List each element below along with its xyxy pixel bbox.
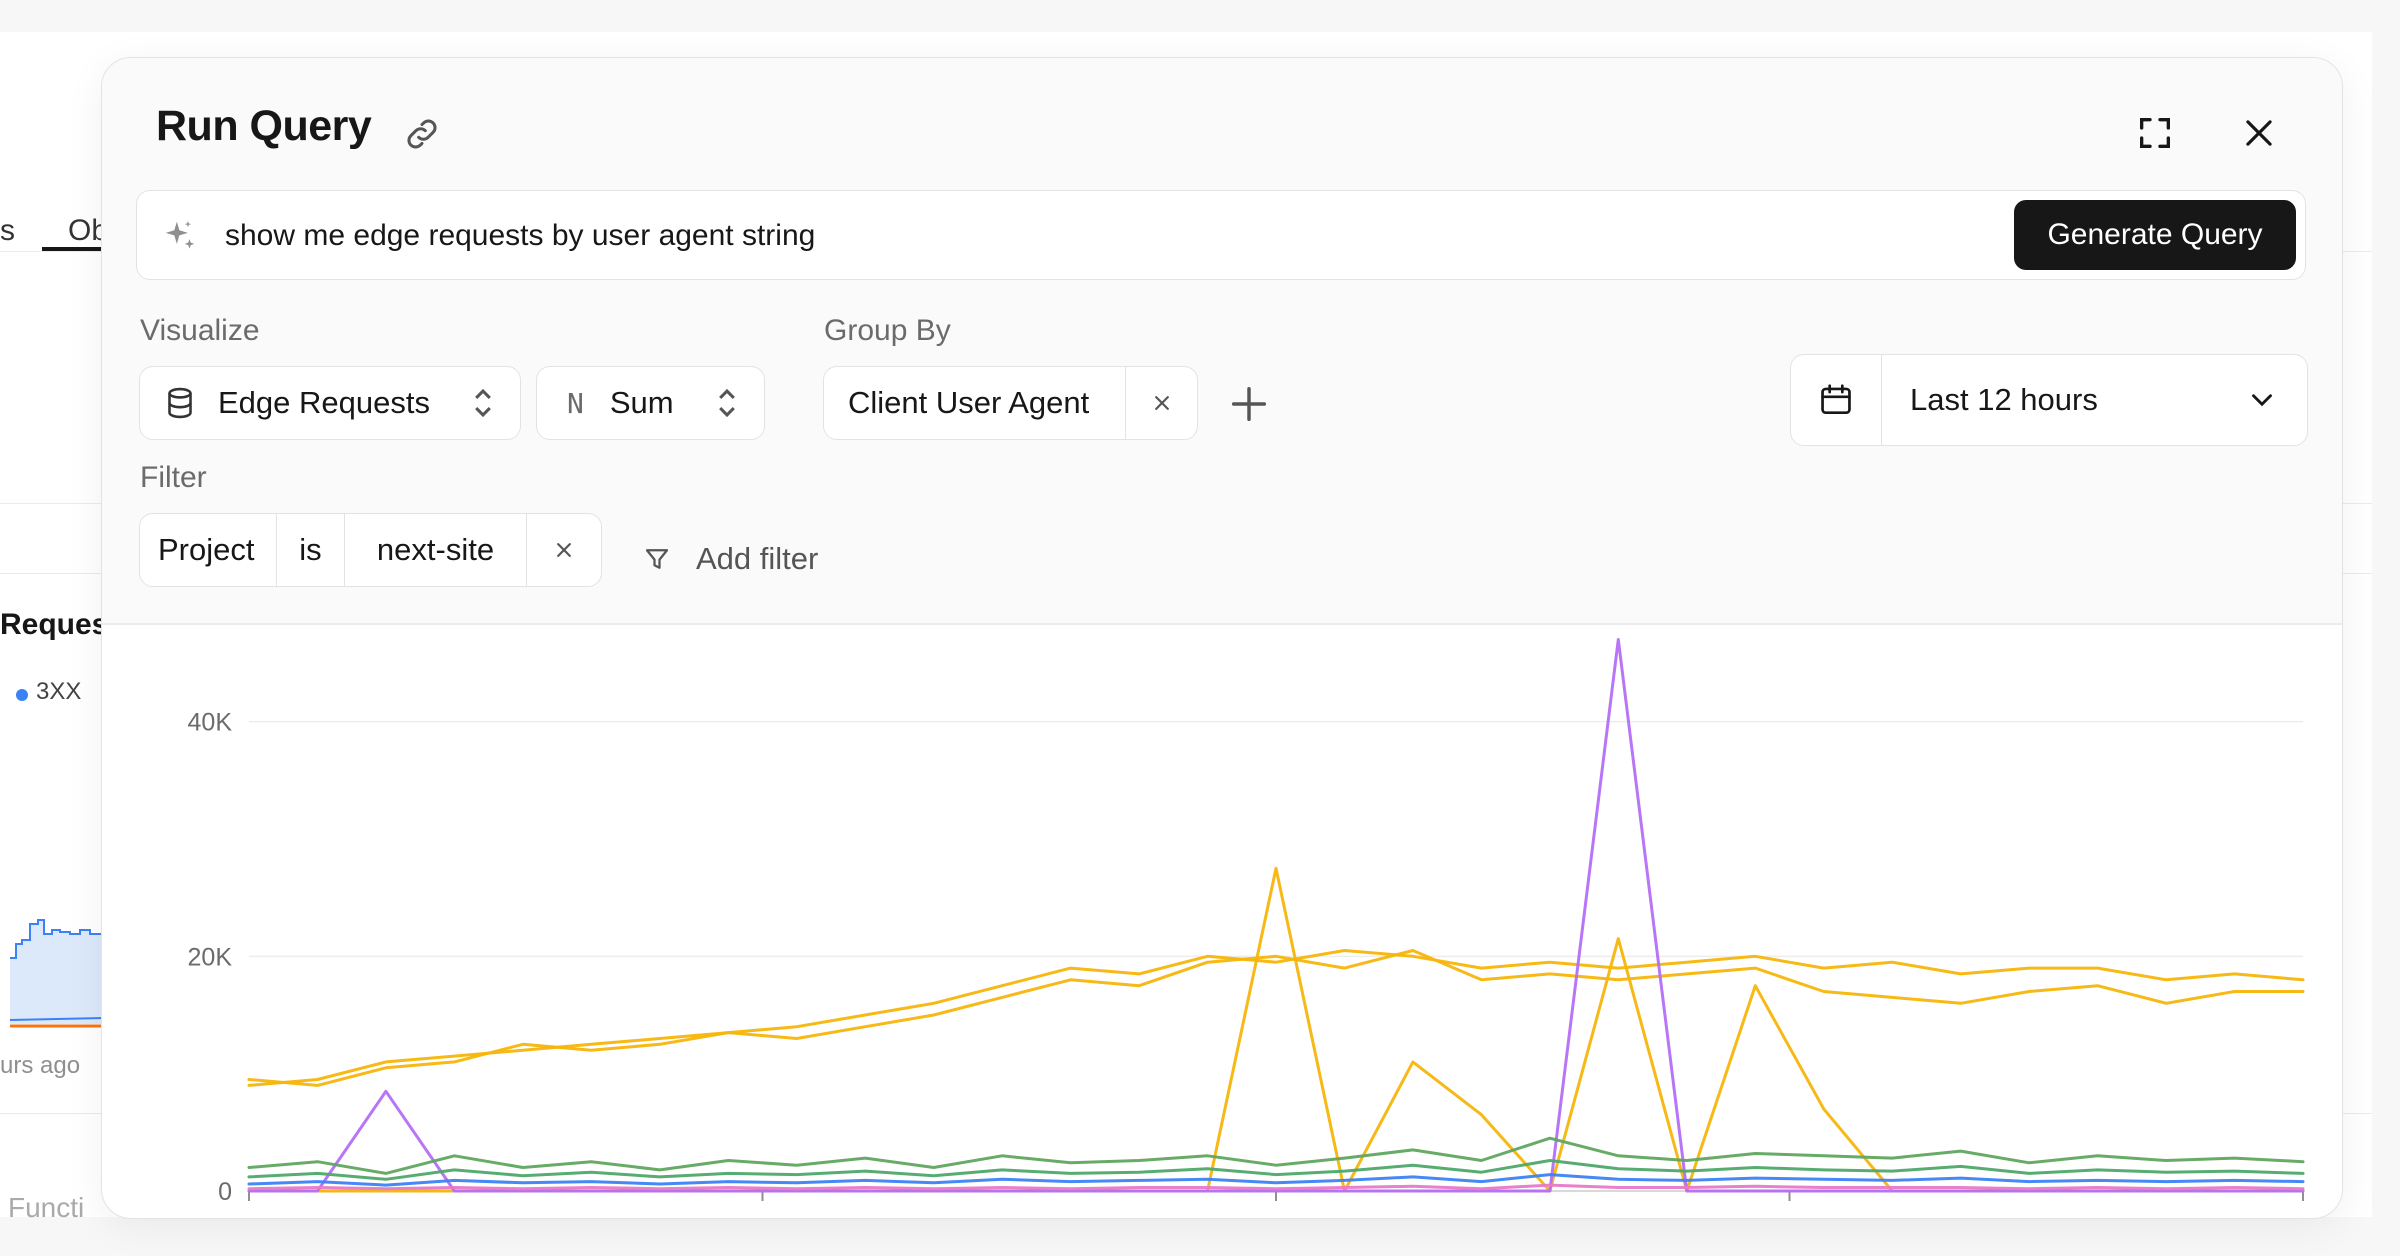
series-line-4 (247, 638, 2305, 1193)
time-range-value: Last 12 hours (1910, 382, 2098, 417)
group-by-value[interactable]: Client User Agent (848, 385, 1090, 420)
copy-link-icon[interactable] (398, 110, 446, 158)
bg-legend-label: 3XX (36, 678, 82, 705)
group-by-chip: Client User Agent (823, 366, 1198, 440)
bg-legend-dot (16, 689, 28, 701)
add-filter-button[interactable]: Add filter (642, 531, 818, 587)
close-icon[interactable] (2234, 108, 2284, 158)
visualize-label: Visualize (140, 314, 260, 347)
sparkle-icon (165, 220, 195, 249)
chevron-down-icon (2252, 394, 2272, 407)
chevron-updown-icon (719, 388, 735, 418)
calendar-button[interactable] (1791, 355, 1881, 445)
x-tick-label: 6 hours ago (1210, 1215, 1342, 1218)
remove-group-by-button[interactable] (1125, 367, 1197, 439)
series-line-8 (247, 1183, 2305, 1191)
bg-axis-label: urs ago (0, 1052, 81, 1079)
filter-icon (645, 549, 669, 569)
y-tick-label: 40K (188, 709, 233, 737)
series-line-3 (247, 866, 2305, 1193)
fullscreen-icon[interactable] (2130, 108, 2180, 158)
bg-tab-1[interactable]: s (0, 214, 15, 247)
filter-field[interactable]: Project (158, 532, 255, 567)
run-query-modal: Run Query Generate Query Visualize (101, 57, 2343, 1219)
filter-operator[interactable]: is (276, 514, 344, 586)
chevron-updown-icon (475, 388, 491, 418)
time-range-value-wrap: Last 12 hours (1881, 355, 2307, 445)
group-by-label: Group By (824, 314, 951, 347)
ai-prompt-bar: Generate Query (136, 190, 2306, 280)
number-type-icon: N (567, 386, 584, 420)
bg-tab-active-indicator (42, 247, 106, 251)
series-line-6 (247, 1159, 2305, 1181)
remove-filter-button[interactable] (526, 514, 601, 586)
prompt-input[interactable] (223, 213, 1927, 259)
bg-card-title: Request (0, 608, 119, 641)
series-line-7 (247, 1173, 2305, 1187)
y-tick-label: 20K (188, 943, 233, 971)
bg-mini-chart (9, 919, 104, 1028)
x-tick-label: 9 hours ago (696, 1215, 828, 1218)
aggregation-select[interactable]: N Sum (536, 366, 765, 440)
database-icon (168, 387, 192, 419)
filter-label: Filter (140, 461, 207, 494)
series-line-1 (247, 949, 2305, 1087)
add-filter-label: Add filter (696, 541, 819, 576)
filter-chip: Project is next-site (139, 513, 602, 587)
bg-section-label: Functi (8, 1192, 85, 1223)
aggregation-value: Sum (609, 385, 674, 420)
series-line-5 (247, 1136, 2305, 1175)
x-icon (1154, 396, 1169, 410)
metric-select[interactable]: Edge Requests (139, 366, 521, 440)
x-tick-label: 12 hours ago (176, 1215, 322, 1218)
x-tick-label: 13 minutes ago (2132, 1215, 2303, 1218)
edge-requests-chart: 0 20K 40K 12 hours ago 9 hours ago 6 hours ag… (176, 638, 2305, 1218)
filter-value[interactable]: next-site (344, 514, 526, 586)
modal-title: Run Query (156, 102, 372, 150)
x-icon (557, 543, 571, 557)
metric-value: Edge Requests (218, 385, 430, 420)
generate-query-button[interactable]: Generate Query (2014, 200, 2296, 270)
panel-divider (102, 623, 2342, 625)
y-tick-label: 0 (218, 1178, 232, 1206)
time-range-select[interactable]: Last 12 hours (1790, 354, 2308, 446)
x-tick-label: 3 hours ago (1723, 1215, 1855, 1218)
series-line-2 (247, 949, 2305, 1087)
calendar-icon (1821, 384, 1851, 415)
add-group-by-plus-icon[interactable] (1226, 381, 1272, 427)
